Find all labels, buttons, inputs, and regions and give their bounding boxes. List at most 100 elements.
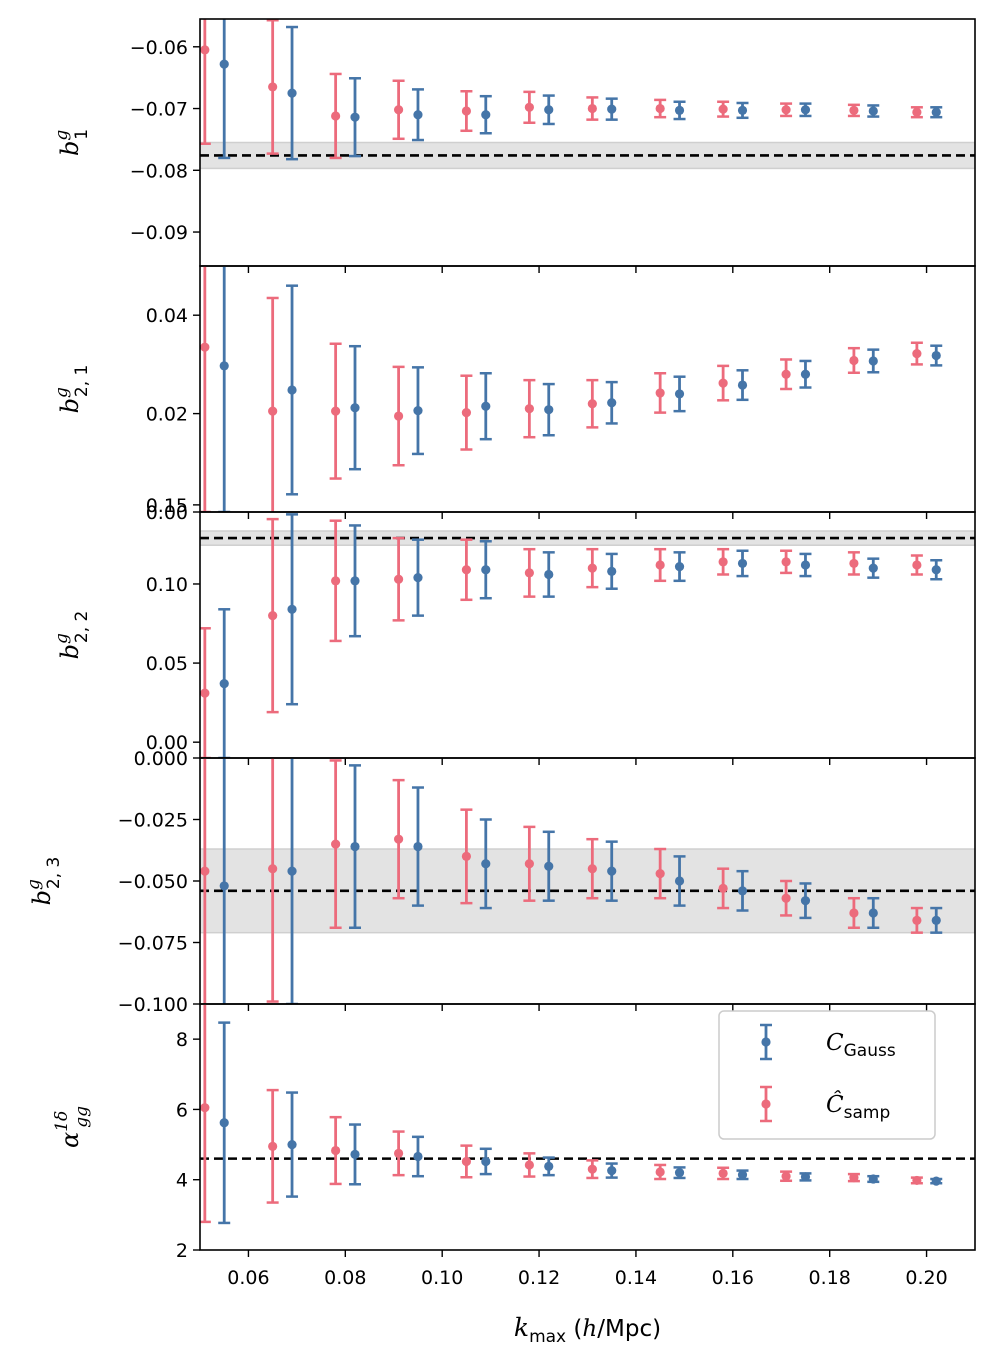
errorbar-gauss xyxy=(799,359,812,389)
xlabel-k: k xyxy=(514,1313,529,1342)
errorbar-samp xyxy=(847,551,860,576)
errorbar-gauss xyxy=(605,97,618,121)
xtick-label: 0.10 xyxy=(421,1267,463,1289)
errorbar-gauss xyxy=(411,786,424,907)
data-point-gauss xyxy=(868,908,878,918)
data-point-gauss xyxy=(481,401,491,411)
errorbar-samp xyxy=(910,341,923,366)
legend-marker xyxy=(761,1099,771,1109)
ytick-label: −0.08 xyxy=(130,160,188,182)
data-point-samp xyxy=(912,107,922,117)
data-point-samp xyxy=(524,102,534,112)
ytick-label: 0.00 xyxy=(146,732,188,754)
ylabel-main: b xyxy=(56,398,84,413)
xtick-label: 0.06 xyxy=(227,1267,269,1289)
data-point-gauss xyxy=(737,1170,748,1180)
errorbar-gauss xyxy=(286,284,299,496)
errorbar-samp xyxy=(586,378,599,429)
legend-label-gauss: CGauss xyxy=(826,1030,896,1061)
data-point-gauss xyxy=(350,841,360,852)
xlabel-unit-open: ( xyxy=(566,1316,582,1342)
ylabel-b22: bg2, 2 xyxy=(52,611,92,660)
data-point-samp xyxy=(849,355,859,366)
plot-area-b22 xyxy=(200,513,975,758)
data-point-samp xyxy=(587,864,597,874)
data-point-gauss xyxy=(413,1151,423,1162)
errorbar-samp xyxy=(200,1004,211,1224)
panel-b21: 0.00 0.02 0.04 bg2, 1 xyxy=(52,265,976,524)
errorbar-gauss xyxy=(542,382,555,437)
errorbar-gauss xyxy=(286,1091,299,1198)
data-point-gauss xyxy=(674,561,685,572)
ytick-label: 0.02 xyxy=(146,404,188,426)
data-point-gauss xyxy=(287,866,297,876)
data-point-samp xyxy=(587,563,597,573)
ylabel-sub: 2, 3 xyxy=(44,857,64,889)
data-point-samp xyxy=(331,111,341,121)
errorbar-samp xyxy=(780,549,793,575)
errorbar-samp xyxy=(654,98,667,119)
panel-b1: −0.06 −0.07 −0.08 −0.09 bg1 xyxy=(52,18,976,273)
errorbar-samp xyxy=(586,547,599,589)
errorbar-samp xyxy=(654,1163,667,1181)
data-point-gauss xyxy=(800,369,811,379)
errorbar-gauss xyxy=(736,869,749,912)
legend-entry-samp: Ĉsamp xyxy=(760,1085,890,1123)
data-point-gauss xyxy=(607,866,617,876)
data-point-gauss xyxy=(350,403,360,413)
ylabel-main: α xyxy=(56,1132,84,1148)
errorbar-gauss xyxy=(542,830,555,902)
data-point-samp xyxy=(781,369,791,379)
ylabel-main: b xyxy=(56,644,84,659)
errorbar-gauss xyxy=(286,513,299,706)
data-point-samp xyxy=(587,399,597,409)
data-point-gauss xyxy=(607,104,617,114)
data-point-samp xyxy=(849,908,859,918)
data-point-gauss xyxy=(350,576,360,586)
data-point-samp xyxy=(268,864,278,874)
data-point-samp xyxy=(849,105,859,115)
errorbar-gauss xyxy=(867,104,880,118)
errorbar-gauss xyxy=(673,100,686,121)
ytick-label: 0.10 xyxy=(146,574,188,596)
errorbar-gauss xyxy=(930,559,943,581)
ylabel-sub: 1 xyxy=(72,129,92,140)
xtick-label: 0.12 xyxy=(518,1267,560,1289)
panel-frame xyxy=(199,265,976,513)
errorbar-gauss xyxy=(411,1135,424,1178)
errorbar-samp xyxy=(392,365,405,467)
errorbar-gauss xyxy=(286,25,299,161)
data-point-gauss xyxy=(607,398,617,408)
errorbar-gauss xyxy=(479,540,492,600)
data-point-gauss xyxy=(350,112,360,122)
data-point-samp xyxy=(393,834,404,844)
data-point-gauss xyxy=(800,1172,811,1182)
panel-alpha: 2 4 6 8 α1δgg xyxy=(52,1003,976,1262)
errorbar-gauss xyxy=(479,94,492,135)
errorbar-samp xyxy=(717,547,730,576)
errorbar-samp xyxy=(717,867,730,910)
data-point-samp xyxy=(461,106,472,116)
data-point-gauss xyxy=(287,604,297,614)
data-point-gauss xyxy=(868,1174,878,1184)
data-point-samp xyxy=(524,859,534,869)
data-point-samp xyxy=(268,611,278,621)
data-point-gauss xyxy=(219,881,229,891)
data-point-gauss xyxy=(219,361,229,371)
errorbar-samp xyxy=(392,536,405,622)
data-point-samp xyxy=(461,851,472,862)
errorbar-gauss xyxy=(930,344,943,367)
data-point-samp xyxy=(912,348,922,359)
errorbar-samp xyxy=(780,358,793,391)
legend-marker xyxy=(761,1037,771,1047)
errorbar-samp xyxy=(266,517,279,714)
data-point-gauss xyxy=(868,106,878,116)
errorbar-samp xyxy=(847,1172,860,1183)
errorbar-samp xyxy=(266,758,279,1003)
ytick-label: 0.15 xyxy=(146,495,188,517)
plot-area-alpha xyxy=(200,1004,975,1225)
data-point-gauss xyxy=(481,859,491,869)
errorbar-samp xyxy=(523,378,536,439)
data-point-samp xyxy=(268,82,278,92)
xtick-label: 0.20 xyxy=(905,1267,947,1289)
